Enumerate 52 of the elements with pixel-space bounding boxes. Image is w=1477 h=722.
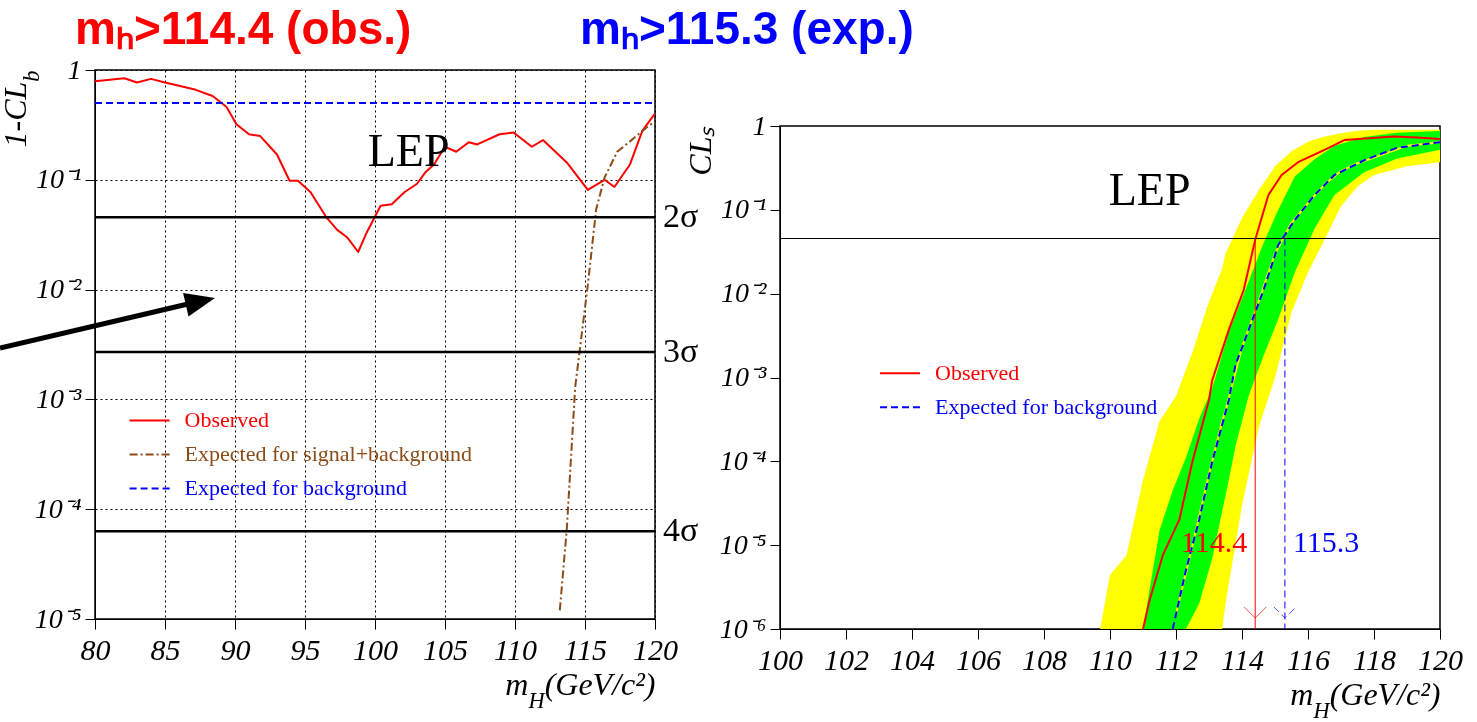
annotation: LEP bbox=[1108, 164, 1191, 216]
x-axis-title: m$_{H}$(GeV/c²) bbox=[505, 665, 656, 712]
ref-line-label: 3σ bbox=[663, 332, 699, 370]
x-tick-label: 115 bbox=[564, 632, 607, 666]
legend-label: Expected for background bbox=[184, 475, 407, 501]
x-tick-label: 120 bbox=[633, 632, 678, 666]
ref-line-label: 4σ bbox=[663, 511, 699, 549]
y-tick-label: 10⁻⁵ bbox=[34, 602, 82, 634]
ref-line-label: 2σ bbox=[663, 197, 699, 235]
y-tick-label: 10⁻² bbox=[36, 273, 83, 305]
legend-label: Expected for background bbox=[935, 394, 1158, 420]
y-axis-title: CLₛ bbox=[681, 125, 718, 176]
y-tick-label: 10⁻³ bbox=[721, 361, 768, 392]
line-series bbox=[558, 120, 655, 612]
x-tick-label: 100 bbox=[353, 632, 398, 666]
annotation: LEP bbox=[367, 125, 450, 177]
y-tick-label: 10⁻⁵ bbox=[719, 528, 767, 560]
x-tick-label: 116 bbox=[1287, 642, 1330, 676]
y-tick-label: 10⁻³ bbox=[36, 382, 83, 414]
y-tick-label: 10⁻¹ bbox=[36, 163, 82, 195]
y-tick-label: 10⁻⁶ bbox=[719, 612, 767, 644]
y-tick-label: 1 bbox=[67, 53, 82, 85]
x-tick-label: 110 bbox=[1089, 642, 1132, 676]
x-tick-label: 114 bbox=[1221, 642, 1264, 676]
y-tick-label: 10⁻¹ bbox=[721, 193, 767, 225]
y-tick-label: 10⁻⁴ bbox=[719, 444, 767, 476]
line-series bbox=[95, 77, 655, 253]
x-tick-label: 118 bbox=[1353, 642, 1396, 676]
chart-title: mₕ>115.3 (exp.) bbox=[580, 1, 914, 56]
y-tick-label: 10⁻⁴ bbox=[34, 492, 82, 524]
x-tick-label: 85 bbox=[150, 632, 181, 666]
x-tick-label: 120 bbox=[1418, 642, 1463, 676]
x-tick-label: 80 bbox=[80, 632, 111, 666]
x-tick-label: 108 bbox=[1022, 642, 1067, 676]
ref-line-label: 115.3 bbox=[1292, 525, 1360, 559]
x-tick-label: 106 bbox=[956, 642, 1001, 676]
chart-title: mₕ>114.4 (obs.) bbox=[75, 1, 412, 56]
legend-label: Observed bbox=[184, 407, 269, 433]
x-tick-label: 90 bbox=[220, 632, 251, 666]
x-tick-label: 110 bbox=[494, 632, 537, 666]
y-tick-label: 10⁻² bbox=[721, 277, 768, 309]
x-tick-label: 105 bbox=[423, 632, 468, 666]
y-tick-label: 1 bbox=[752, 109, 767, 141]
x-tick-label: 102 bbox=[824, 642, 869, 676]
legend-label: Expected for signal+background bbox=[184, 441, 472, 467]
x-tick-label: 95 bbox=[290, 632, 321, 666]
x-tick-label: 100 bbox=[758, 642, 803, 676]
x-axis-title: m$_{H}$(GeV/c²) bbox=[1290, 675, 1441, 722]
x-tick-label: 112 bbox=[1155, 642, 1198, 676]
legend-label: Observed bbox=[935, 360, 1020, 386]
ref-line-label: 114.4 bbox=[1180, 525, 1248, 559]
x-tick-label: 104 bbox=[890, 642, 935, 676]
